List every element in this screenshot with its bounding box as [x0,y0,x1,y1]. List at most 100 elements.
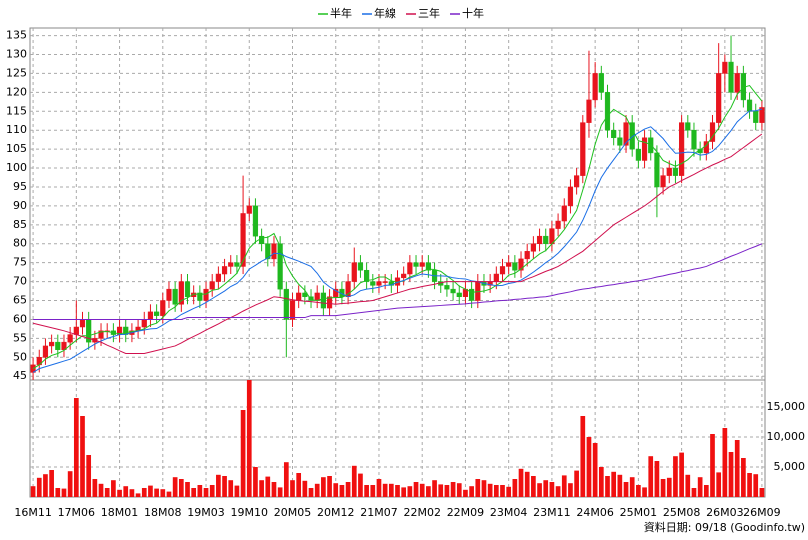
volume-bar [716,472,722,497]
y-tick-label: 115 [6,104,27,117]
volume-bar [209,485,215,497]
candle-body [61,341,67,350]
volume-bar [358,473,363,497]
candle-body [221,266,228,275]
candle-body [413,262,419,267]
candle-body [574,175,580,188]
x-tick-label: 24M06 [576,506,614,519]
volume-bar [623,482,629,497]
volume-bar [673,456,678,497]
candle-body [444,285,450,290]
volume-bar [117,489,122,497]
volume-bar [679,452,684,497]
volume-bar [407,486,413,497]
x-tick-label: 22M02 [403,506,441,519]
x-tick-label: 26M09 [743,506,781,519]
volume-bar [456,483,462,497]
candle-body [518,258,524,271]
candle-body [271,243,277,260]
volume-bar [506,486,512,497]
volume-bar [401,487,407,497]
x-tick-label: 18M08 [144,506,182,519]
candle-body [277,243,283,290]
candle-body [524,251,530,260]
candle-body [215,273,221,282]
x-tick-label: 25M08 [663,506,701,519]
volume-bar [413,482,419,497]
volume-bar [240,410,246,497]
y-tick-label: 60 [13,312,27,325]
ma-line [33,243,763,320]
x-tick-label: 26M03 [706,506,744,519]
candle-body [580,122,586,176]
candle-body [555,220,561,229]
x-tick-label: 25M01 [620,506,658,519]
candle-body [55,341,61,350]
volume-bar [450,482,456,497]
volume-bar [555,486,561,497]
candle-body [252,205,259,237]
volume-bar [271,482,277,497]
volume-bar [73,398,79,497]
volume-bar [283,462,289,497]
candle-body [598,73,604,93]
candle-body [172,288,178,305]
volume-bar [654,461,660,497]
x-tick-label: 18M01 [101,506,139,519]
legend-label: 年線 [374,6,396,20]
candle-body [499,266,506,275]
volume-bar [67,471,73,497]
candle-body [178,281,184,305]
candle-body [604,92,611,131]
volume-bar [86,455,92,497]
candle-body [617,137,623,146]
volume-bar [376,479,382,497]
volume-bar [265,476,271,497]
volume-bar [327,476,332,497]
volume-bar [419,483,425,497]
volume-bar [43,474,48,497]
volume-bar [30,486,36,497]
y2-tick-label: 5,000 [774,460,806,473]
volume-bar [36,477,42,497]
volume-bar [463,489,468,497]
candle-body [283,288,289,320]
y-tick-label: 45 [13,369,27,382]
volume-bar [395,485,400,497]
candle-body [147,311,154,320]
candle-body [265,243,271,260]
volume-bar [160,489,166,497]
volume-bar [197,485,203,497]
volume-bar [734,440,740,497]
volume-bar [277,487,283,497]
volume-bar [493,485,499,497]
volume-bar [666,477,672,497]
candle-body [67,334,73,343]
volume-bar [580,416,586,497]
volume-bar [370,485,376,497]
volume-bar [568,483,573,497]
volume-bar [487,483,493,497]
volume-bar [382,483,388,497]
candle-body [357,262,364,271]
volume-bar [345,482,351,497]
volume-bar [444,485,450,497]
candle-body [246,205,252,214]
candle-body [73,326,79,335]
volume-bar [333,483,339,497]
volume-bar [253,467,258,497]
candle-body [407,262,413,275]
candle-body [333,288,339,297]
candle-body [536,235,543,244]
candle-body [641,137,648,161]
volume-bar [543,480,549,497]
volume-bar [321,477,326,497]
volume-bar [636,485,641,497]
candle-body [326,296,333,309]
y-tick-label: 95 [13,180,27,193]
candle-body [141,319,147,328]
y-tick-label: 120 [6,85,27,98]
candle-body [475,281,481,301]
candle-body [234,262,240,267]
volume-bar [314,483,320,497]
